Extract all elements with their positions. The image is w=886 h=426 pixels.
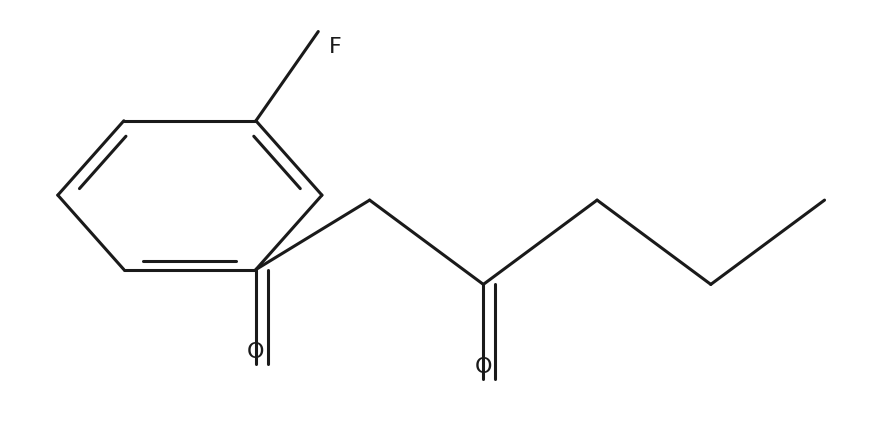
Text: O: O (475, 356, 492, 376)
Text: F: F (330, 37, 342, 57)
Text: O: O (247, 342, 265, 361)
